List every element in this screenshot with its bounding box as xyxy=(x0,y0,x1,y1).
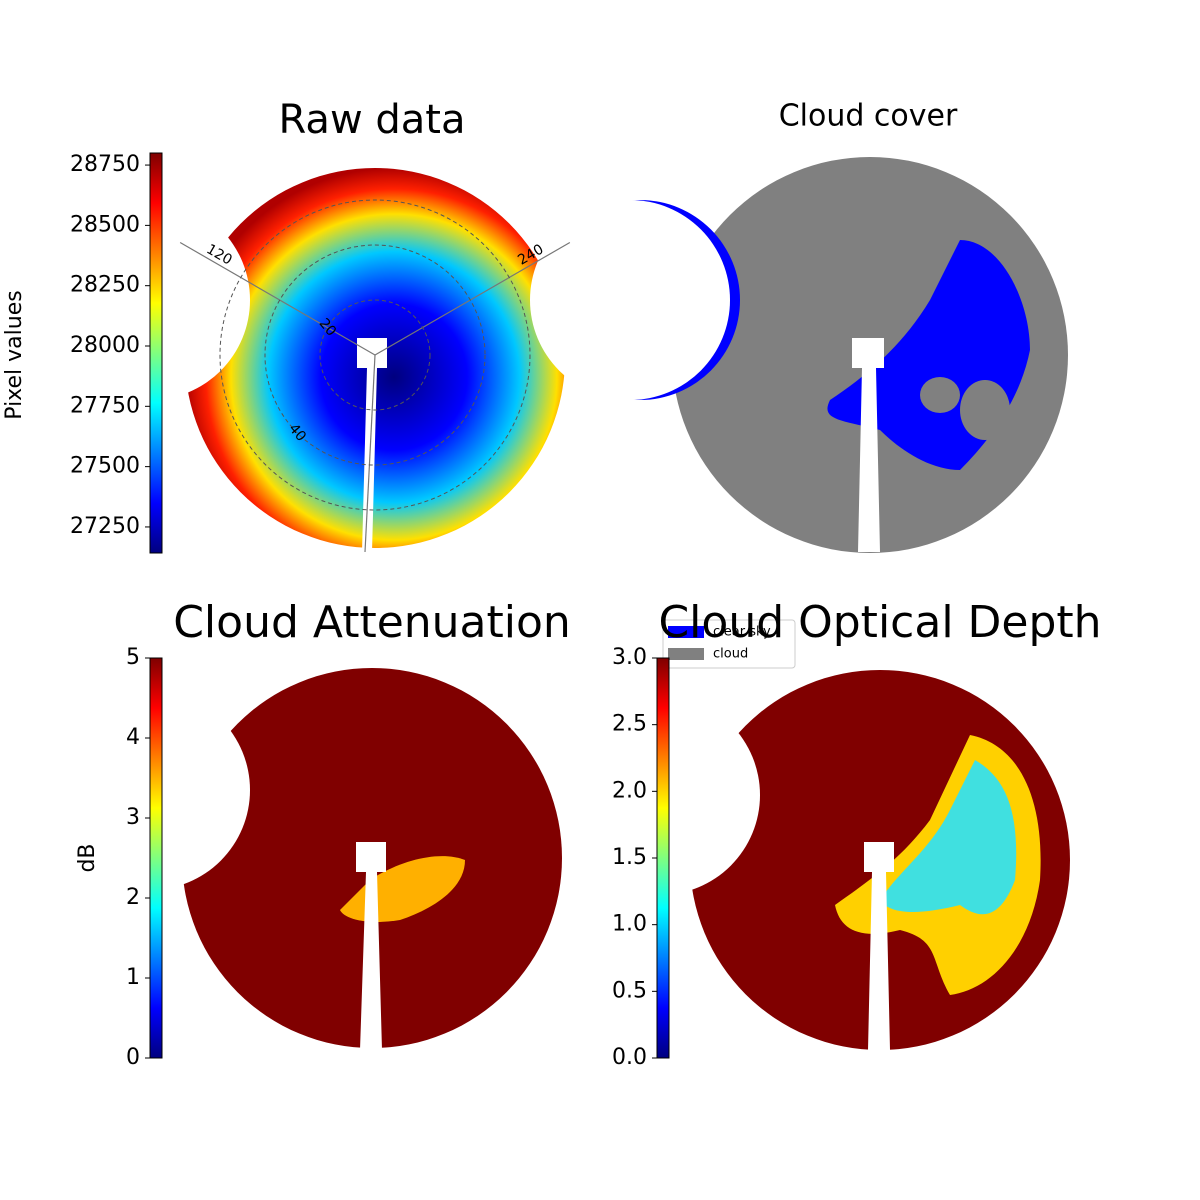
colorbar-tick-label: 3 xyxy=(126,805,140,830)
colorbar-tick-label: 28750 xyxy=(70,152,140,177)
panel-title: Raw data xyxy=(279,97,466,143)
zenith-circle xyxy=(219,199,531,511)
colorbar-tick-label: 28250 xyxy=(70,273,140,298)
colorbar-tick-label: 4 xyxy=(126,725,140,750)
colorbar-tick-label: 0 xyxy=(126,1045,140,1070)
colorbar-tick-label: 28000 xyxy=(70,333,140,358)
legend-swatch xyxy=(668,648,704,660)
colorbar-tick-label: 3.0 xyxy=(612,645,647,670)
colorbar xyxy=(149,657,163,1059)
attenuation-image xyxy=(50,668,562,1050)
panel-title: Cloud Attenuation xyxy=(173,597,571,648)
colorbar-tick-label: 5 xyxy=(126,645,140,670)
cloud-cover-image xyxy=(530,157,1068,553)
colorbar-tick-label: 1 xyxy=(126,965,140,990)
panel-title: Cloud cover xyxy=(779,99,958,134)
colorbar-tick-label: 2.5 xyxy=(612,712,647,737)
colorbar-tick-label: 1.5 xyxy=(612,845,647,870)
azimuth-line xyxy=(179,241,376,356)
legend-swatch xyxy=(668,626,704,638)
colorbar-label: dB xyxy=(75,843,100,872)
legend-label: cloud xyxy=(713,647,748,662)
colorbar-tick-label: 27750 xyxy=(70,393,140,418)
colorbar-tick-label: 27500 xyxy=(70,454,140,479)
panel-title: Cloud Optical Depth xyxy=(658,597,1101,648)
colorbar-tick-label: 1.0 xyxy=(612,912,647,937)
legend-label: clear sky xyxy=(713,625,771,640)
colorbar-tick-label: 28500 xyxy=(70,212,140,237)
colorbar xyxy=(149,152,163,554)
azimuth-line xyxy=(364,354,376,553)
colorbar-tick-label: 2 xyxy=(126,885,140,910)
optical-depth-image xyxy=(560,670,1070,1050)
colorbar-tick-label: 0.0 xyxy=(612,1045,647,1070)
colorbar-tick-label: 0.5 xyxy=(612,978,647,1003)
zenith-circle xyxy=(319,299,431,411)
colorbar-tick-label: 2.0 xyxy=(612,778,647,803)
zenith-circle xyxy=(264,244,486,466)
colorbar-tick-label: 27250 xyxy=(70,514,140,539)
colorbar xyxy=(656,657,670,1059)
azimuth-line xyxy=(374,241,571,356)
colorbar-label: Pixel values xyxy=(2,290,27,419)
